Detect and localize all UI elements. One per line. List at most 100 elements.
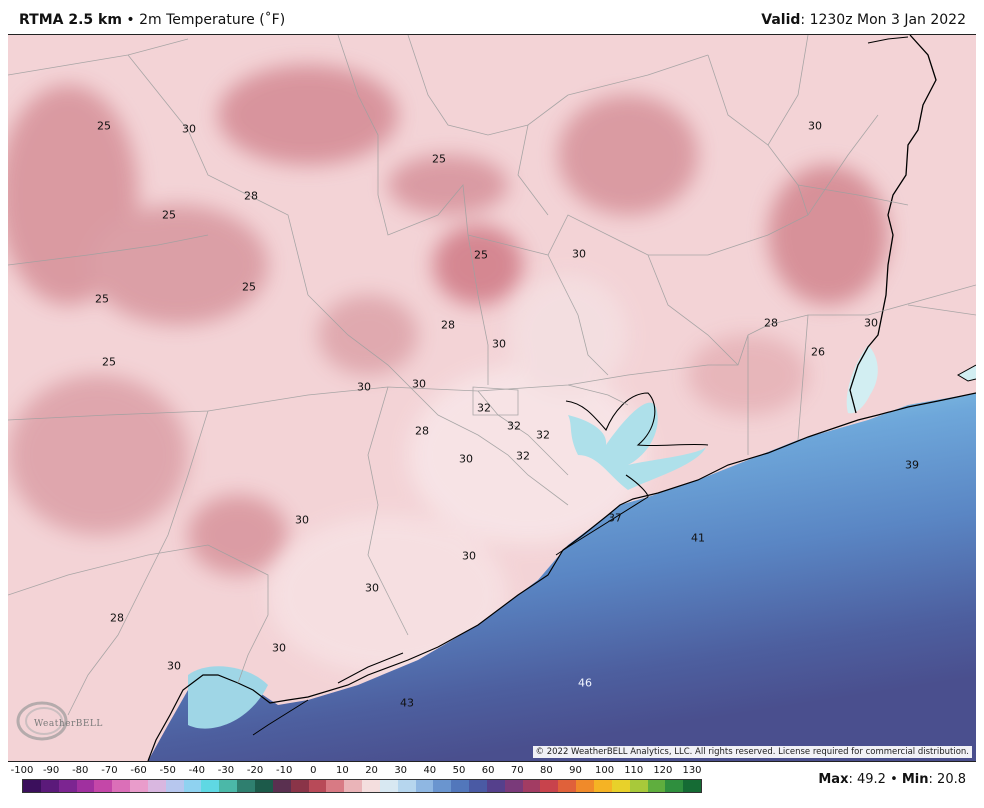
temp-label: 30 xyxy=(272,641,286,655)
barrier-islands xyxy=(252,496,649,736)
colorbar-swatch xyxy=(451,780,470,792)
colorbar-swatch xyxy=(165,780,184,792)
colorbar-tick-label: 0 xyxy=(310,765,317,776)
colorbar-swatch xyxy=(94,780,113,792)
colorbar-swatch xyxy=(576,780,594,792)
colorbar-swatch xyxy=(433,780,452,792)
galveston-bay xyxy=(568,402,706,490)
colorbar-swatch xyxy=(647,780,666,792)
temp-label: 30 xyxy=(357,380,371,394)
colorbar-swatch xyxy=(290,780,309,792)
colorbar-tick-label: 40 xyxy=(423,765,437,776)
colorbar-swatch xyxy=(23,780,41,792)
temp-label: 46 xyxy=(578,676,592,690)
temp-label: 28 xyxy=(764,316,778,330)
temp-label: 26 xyxy=(811,345,825,359)
colorbar-tick-label: 70 xyxy=(510,765,524,776)
temp-label: 25 xyxy=(95,292,109,306)
colorbar-swatch xyxy=(76,780,95,792)
temp-label: 39 xyxy=(905,458,919,472)
colorbar-tick-label: -20 xyxy=(246,765,264,776)
colorbar-swatch xyxy=(397,780,416,792)
min-label: Min xyxy=(901,772,929,787)
colorbar-tick-label: -70 xyxy=(101,765,118,776)
logo-mark-icon xyxy=(16,701,68,741)
temp-label: 30 xyxy=(295,513,309,527)
temp-label: 37 xyxy=(608,511,622,525)
colorbar-swatch xyxy=(308,780,327,792)
colorbar-swatch xyxy=(540,780,559,792)
temp-label: 30 xyxy=(462,549,476,563)
min-value: : 20.8 xyxy=(928,772,966,787)
colorbar-swatch xyxy=(683,780,702,792)
colorbar-tick-label: 90 xyxy=(569,765,582,776)
colorbar-swatch xyxy=(486,780,505,792)
lake-shore xyxy=(867,36,909,44)
colorbar-tick-label: -80 xyxy=(72,765,89,776)
colorbar-tick-label: 100 xyxy=(595,765,615,776)
temp-label: 30 xyxy=(182,122,196,136)
max-min-stats: Max: 49.2 • Min: 20.8 xyxy=(818,772,966,787)
title-separator: • xyxy=(121,12,140,28)
temp-label: 32 xyxy=(516,449,530,463)
colorbar-bar xyxy=(22,779,702,793)
colorbar-tick-label: 120 xyxy=(653,765,673,776)
colorbar-tick-label: -50 xyxy=(159,765,176,776)
colorbar-swatch xyxy=(58,780,77,792)
colorbar-swatch xyxy=(112,780,131,792)
colorbar-tick-label: -100 xyxy=(10,765,34,776)
colorbar-tick-label: 10 xyxy=(336,765,349,776)
product-title: RTMA 2.5 km • 2m Temperature (˚F) xyxy=(19,12,285,28)
temp-label: 30 xyxy=(808,119,822,133)
colorbar-tick-label: -60 xyxy=(130,765,147,776)
colorbar-swatch xyxy=(326,780,345,792)
colorbar-swatch xyxy=(147,780,166,792)
colorbar-swatch xyxy=(522,780,541,792)
temp-label: 43 xyxy=(400,696,414,710)
colorbar-swatch xyxy=(130,780,148,792)
colorbar-swatch xyxy=(558,780,577,792)
valid-time-value: : 1230z Mon 3 Jan 2022 xyxy=(800,12,966,28)
calcasieu-lake xyxy=(957,364,976,382)
colorbar-swatch xyxy=(611,780,630,792)
product-name: RTMA 2.5 km xyxy=(19,12,122,28)
colorbar-tick-label: 80 xyxy=(539,765,553,776)
colorbar-swatch xyxy=(362,780,380,792)
temp-label: 28 xyxy=(441,318,455,332)
temp-label: 32 xyxy=(507,419,521,433)
temp-label: 25 xyxy=(432,152,446,166)
stats-separator: • xyxy=(885,772,902,787)
colorbar-swatch xyxy=(629,780,648,792)
sabine-lake xyxy=(846,345,878,414)
colorbar-swatch xyxy=(379,780,398,792)
colorbar-swatch xyxy=(469,780,487,792)
cold-patches xyxy=(8,65,888,575)
logo-text: WeatherBELL xyxy=(34,719,103,729)
colorbar-tick-labels: -100 -90 -80 -70 -60 -50 -40 -30 -20 -10 0 10 20 30 40… xyxy=(11,765,702,779)
temp-label: 41 xyxy=(691,531,705,545)
colorbar-swatch xyxy=(201,780,220,792)
colorbar-swatch xyxy=(415,780,434,792)
temp-label: 30 xyxy=(492,337,506,351)
colorbar-swatch xyxy=(40,780,59,792)
temperature-map[interactable]: 25 30 25 28 25 25 30 25 25 28 30 25 30 3… xyxy=(8,34,976,762)
temp-label: 28 xyxy=(415,424,429,438)
temperature-colorbar: -100 -90 -80 -70 -60 -50 -40 -30 -20 -10 0 10 20 30 40… xyxy=(11,765,702,807)
valid-time: Valid: 1230z Mon 3 Jan 2022 xyxy=(761,12,966,28)
temp-label: 30 xyxy=(572,247,586,261)
temp-label: 25 xyxy=(102,355,116,369)
max-label: Max xyxy=(818,772,849,787)
state-line xyxy=(849,35,937,414)
temp-label: 30 xyxy=(459,452,473,466)
colorbar-swatch xyxy=(183,780,202,792)
temp-label: 30 xyxy=(412,377,426,391)
colorbar-swatch xyxy=(219,780,238,792)
temp-label: 30 xyxy=(864,316,878,330)
temp-label: 28 xyxy=(244,189,258,203)
colorbar-swatch xyxy=(594,780,612,792)
copyright-notice: © 2022 WeatherBELL Analytics, LLC. All r… xyxy=(532,746,972,758)
colorbar-tick-label: 20 xyxy=(365,765,378,776)
map-canvas xyxy=(8,35,976,761)
colorbar-tick-label: -10 xyxy=(276,765,293,776)
colorbar-swatch xyxy=(665,780,684,792)
